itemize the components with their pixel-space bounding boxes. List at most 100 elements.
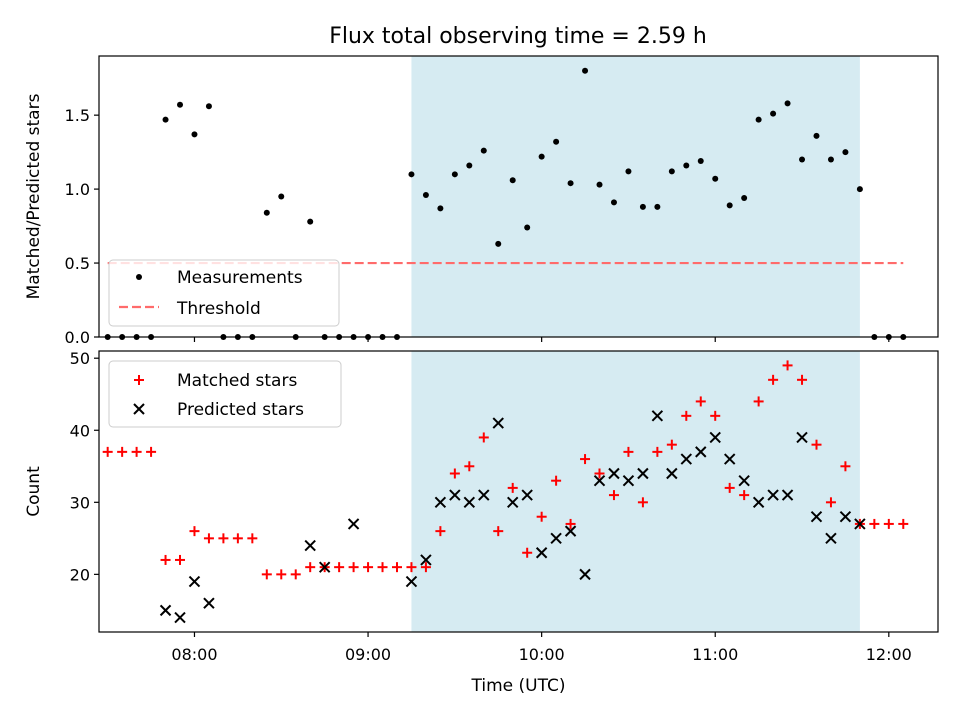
measurement-point: [799, 156, 806, 163]
matched-star-point: [146, 446, 157, 457]
measurement-point: [451, 171, 458, 178]
predicted-star-point: [738, 474, 750, 487]
measurement-point: [162, 116, 169, 123]
predicted-star-point: [651, 410, 664, 422]
measurement-point: [668, 168, 675, 175]
matched-star-point: [825, 497, 836, 508]
matched-star-point: [637, 497, 648, 508]
xtick-label: 12:00: [866, 645, 912, 664]
predicted-star-marker-b: [478, 489, 490, 501]
predicted-star-marker-b: [781, 489, 794, 501]
top-ylabel: Matched/Predicted stars: [24, 93, 44, 299]
predicted-star-marker-b: [159, 604, 172, 617]
predicted-star-point: [304, 539, 316, 552]
matched-star-point: [869, 518, 880, 529]
predicted-star-point: [781, 489, 794, 501]
matched-star-point: [175, 554, 186, 565]
predicted-star-marker-b: [839, 511, 852, 523]
measurement-point: [596, 181, 603, 188]
predicted-star-marker-b: [304, 539, 316, 552]
legend-measurements-label: Measurements: [177, 268, 303, 288]
predicted-star-point: [188, 575, 201, 588]
predicted-star-marker-b: [825, 532, 837, 545]
measurement-point: [654, 203, 661, 210]
predicted-star-point: [593, 474, 606, 487]
predicted-star-marker-b: [810, 511, 823, 523]
predicted-star-point: [159, 604, 172, 617]
matched-star-point: [551, 475, 562, 486]
predicted-star-point: [579, 568, 591, 581]
measurement-point: [422, 192, 429, 199]
predicted-star-marker-b: [188, 575, 201, 588]
predicted-star-point: [405, 575, 418, 588]
legend-predicted-label: Predicted stars: [177, 400, 304, 420]
predicted-star-point: [463, 496, 476, 509]
predicted-star-marker-b: [854, 518, 866, 530]
matched-star-point: [189, 526, 200, 537]
predicted-star-point: [709, 431, 721, 444]
legend-bottom: Matched stars Predicted stars: [108, 360, 342, 428]
predicted-star-marker-b: [434, 496, 447, 509]
measurement-point: [625, 168, 632, 175]
predicted-star-point: [347, 518, 360, 530]
predicted-star-marker-b: [651, 410, 664, 422]
chart-title: Flux total observing time = 2.59 h: [329, 24, 707, 49]
matched-star-point: [710, 410, 721, 421]
matched-star-point: [377, 562, 388, 573]
top-axes-frame: [98, 55, 939, 338]
matched-star-point: [391, 562, 402, 573]
measurement-point: [509, 177, 516, 184]
predicted-star-point: [796, 431, 808, 444]
top-panel: 0.0 0.5 1.0 1.5 Matched/Predicted stars Measu…: [24, 55, 939, 347]
matched-star-point: [594, 468, 605, 479]
measurement-point: [842, 149, 849, 156]
predicted-star-point: [666, 467, 678, 480]
measurement-point: [784, 100, 791, 107]
matched-star-point: [131, 446, 142, 457]
predicted-star-point: [507, 496, 519, 509]
legend-measurements-marker: [136, 274, 142, 280]
matched-star-point: [739, 490, 750, 501]
matched-star-point: [580, 454, 591, 465]
matched-star-point: [623, 446, 634, 457]
predicted-star-marker-b: [680, 453, 693, 465]
bottom-ylabel: Count: [24, 466, 44, 517]
predicted-star-point: [622, 474, 635, 487]
predicted-star-marker-b: [203, 597, 215, 609]
measurement-point: [712, 175, 719, 182]
matched-star-point: [247, 533, 258, 544]
legend-threshold-label: Threshold: [176, 299, 261, 319]
measurement-point: [408, 171, 415, 178]
measurement-point: [755, 116, 762, 123]
matched-star-point: [666, 439, 677, 450]
legend-predicted-marker-b: [133, 403, 145, 415]
matched-star-point: [797, 374, 808, 385]
predicted-star-point: [550, 532, 562, 545]
measurement-point: [495, 240, 502, 247]
predicted-star-point: [535, 547, 548, 559]
matched-star-point: [768, 374, 779, 385]
bottom-ytick-label: 40: [70, 421, 90, 440]
xlabel: Time (UTC): [471, 676, 566, 696]
predicted-star-marker-b: [608, 467, 620, 480]
matched-star-point: [695, 396, 706, 407]
measurement-point: [278, 193, 285, 200]
predicted-star-point: [767, 489, 779, 501]
predicted-star-marker-b: [492, 417, 504, 429]
predicted-star-marker-b: [738, 474, 750, 487]
predicted-star-point: [492, 417, 504, 429]
measurement-point: [480, 147, 487, 154]
predicted-star-point: [478, 489, 490, 501]
predicted-star-marker-b: [507, 496, 519, 509]
measurement-point: [610, 199, 617, 206]
matched-star-point: [232, 533, 243, 544]
predicted-star-marker-b: [463, 496, 476, 509]
predicted-star-marker-b: [564, 525, 577, 537]
measurement-point: [191, 131, 198, 138]
predicted-star-point: [318, 561, 331, 573]
matched-star-point: [608, 490, 619, 501]
predicted-star-marker-b: [420, 554, 432, 566]
matched-star-point: [681, 410, 692, 421]
legend-top: Measurements Threshold: [108, 259, 340, 327]
predicted-star-point: [839, 511, 852, 523]
